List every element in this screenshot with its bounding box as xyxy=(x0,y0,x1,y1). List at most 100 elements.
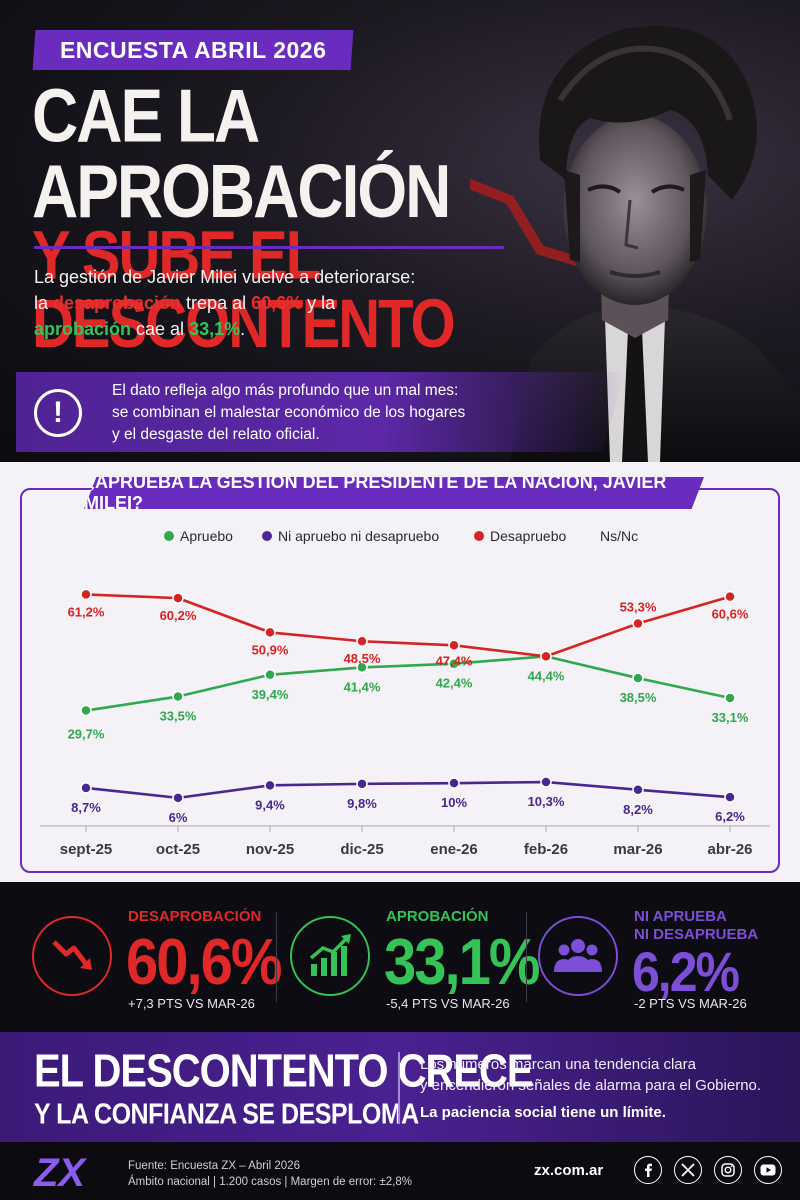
stat-delta: +7,3 PTS VS MAR-26 xyxy=(128,996,255,1011)
trend-up-icon xyxy=(290,916,370,996)
data-label: 10% xyxy=(441,795,467,810)
series-line xyxy=(85,655,731,712)
source-note: Fuente: Encuesta ZX – Abril 2026 Ámbito … xyxy=(128,1160,412,1188)
data-label: 39,4% xyxy=(252,687,289,702)
data-label: 6,2% xyxy=(715,809,745,824)
callout-box xyxy=(16,372,626,452)
data-label: 6% xyxy=(169,810,188,825)
instagram-icon[interactable] xyxy=(714,1156,742,1184)
stats-section: DESAPROBACIÓN 60,6% +7,3 PTS VS MAR-26 A… xyxy=(0,882,800,1032)
data-label: 9,4% xyxy=(255,797,285,812)
data-label: 44,4% xyxy=(528,668,565,683)
data-point xyxy=(264,626,276,639)
x-tick-label: oct-25 xyxy=(156,841,200,858)
series-line xyxy=(85,593,731,658)
hero-section: ENCUESTA ABRIL 2026 CAE LA APROBACIÓN Y … xyxy=(0,0,800,462)
chart-legend: Apruebo Ni apruebo ni desapruebo Desapru… xyxy=(0,528,800,548)
zx-logo: ZX xyxy=(33,1152,87,1192)
data-point xyxy=(356,635,368,647)
data-point xyxy=(724,692,736,704)
data-point xyxy=(540,650,552,663)
data-point xyxy=(356,661,368,674)
x-tick-label: feb-26 xyxy=(524,841,568,858)
chart-title: ¿APRUEBA LA GESTIÓN DEL PRESIDENTE DE LA… xyxy=(84,477,704,509)
legend-item-ni: Ni apruebo ni desapruebo xyxy=(262,528,439,544)
intro-text: La gestión de Javier Milei vuelve a dete… xyxy=(34,267,416,339)
chart-section: ¿APRUEBA LA GESTIÓN DEL PRESIDENTE DE LA… xyxy=(0,462,800,882)
trend-down-icon xyxy=(32,916,112,996)
legend-item-apruebo: Apruebo xyxy=(164,528,233,544)
x-tick-label: ene-26 xyxy=(430,841,478,858)
callout-text: El dato refleja algo más profundo que un… xyxy=(112,382,466,443)
conclusion-banner: EL DESCONTENTO CRECE Y LA CONFIANZA SE D… xyxy=(0,1032,800,1142)
data-label: 48,5% xyxy=(344,651,381,666)
data-point xyxy=(172,690,184,703)
data-point xyxy=(448,657,460,670)
exclamation-icon: ! xyxy=(34,389,82,437)
survey-tag: ENCUESTA ABRIL 2026 xyxy=(32,30,354,70)
data-label: 9,8% xyxy=(347,796,377,811)
data-label: 61,2% xyxy=(68,604,105,619)
divider xyxy=(526,912,527,1002)
group-icon xyxy=(538,916,618,996)
legend-dot xyxy=(164,531,174,541)
data-point xyxy=(80,588,92,601)
stat-value: 6,2% xyxy=(632,940,740,1004)
headline-line-1: CAE LA APROBACIÓN xyxy=(32,73,451,234)
youtube-icon[interactable] xyxy=(754,1156,782,1184)
data-point xyxy=(724,791,736,803)
divider xyxy=(398,1052,400,1124)
x-icon[interactable] xyxy=(674,1156,702,1184)
data-point xyxy=(632,784,644,796)
footer: ZX Fuente: Encuesta ZX – Abril 2026 Ámbi… xyxy=(0,1142,800,1200)
data-point xyxy=(448,777,460,789)
data-point xyxy=(80,782,92,794)
x-tick-label: mar-26 xyxy=(613,841,662,858)
data-label: 33,5% xyxy=(160,709,197,724)
divider xyxy=(34,246,504,249)
website-link[interactable]: zx.com.ar xyxy=(534,1162,604,1179)
stat-delta: -2 PTS VS MAR-26 xyxy=(634,996,747,1011)
x-tick-label: abr-26 xyxy=(707,841,752,858)
portrait-image xyxy=(470,26,800,462)
data-point xyxy=(632,672,644,684)
stat-aprobacion: APROBACIÓN 33,1% -5,4 PTS VS MAR-26 xyxy=(290,904,540,1014)
data-point xyxy=(172,792,184,804)
legend-item-desapruebo: Desapruebo xyxy=(474,528,566,544)
svg-text:ZX: ZX xyxy=(33,1152,87,1192)
x-tick-label: dic-25 xyxy=(340,841,383,858)
data-point xyxy=(448,639,460,652)
legend-dot xyxy=(474,531,484,541)
banner-headline-1: EL DESCONTENTO CRECE xyxy=(34,1046,534,1097)
headline-line-2: Y SUBE EL DESCONTENTO xyxy=(32,217,456,363)
series-line xyxy=(85,780,731,800)
banner-emphasis: La paciencia social tiene un límite. xyxy=(420,1104,666,1121)
data-label: 42,4% xyxy=(436,676,473,691)
banner-headline-2: Y LA CONFIANZA SE DESPLOMA xyxy=(34,1098,419,1131)
data-point xyxy=(172,592,184,604)
data-point xyxy=(356,778,368,790)
data-label: 53,3% xyxy=(620,600,657,615)
data-label: 60,6% xyxy=(712,607,749,622)
data-point xyxy=(264,779,276,792)
stat-desaprobacion: DESAPROBACIÓN 60,6% +7,3 PTS VS MAR-26 xyxy=(32,904,282,1014)
line-chart: sept-25 oct-25 nov-25 dic-25 ene-26 feb-26 mar… xyxy=(40,588,770,858)
facebook-icon[interactable] xyxy=(634,1156,662,1184)
headline: CAE LA APROBACIÓN Y SUBE EL DESCONTENTO xyxy=(32,73,552,358)
data-label: 50,9% xyxy=(252,642,289,657)
data-point xyxy=(80,704,92,717)
data-label: 33,1% xyxy=(712,710,749,725)
banner-text: Los números marcan una tendencia clara y … xyxy=(420,1056,762,1094)
legend-item-nsnc: Ns/Nc xyxy=(600,528,639,544)
data-point xyxy=(264,669,276,681)
stat-value: 60,6% xyxy=(126,925,282,999)
data-label: 41,4% xyxy=(344,679,381,694)
legend-dot xyxy=(262,531,272,541)
stat-ni-aprueba: NI APRUEBA NI DESAPRUEBA 6,2% -2 PTS VS M… xyxy=(538,904,788,1014)
social-links xyxy=(634,1156,782,1184)
data-point xyxy=(632,617,644,630)
data-label: 29,7% xyxy=(68,727,105,742)
data-label: 8,2% xyxy=(623,802,653,817)
data-label: 60,2% xyxy=(160,608,197,623)
x-tick-label: nov-25 xyxy=(246,841,294,858)
